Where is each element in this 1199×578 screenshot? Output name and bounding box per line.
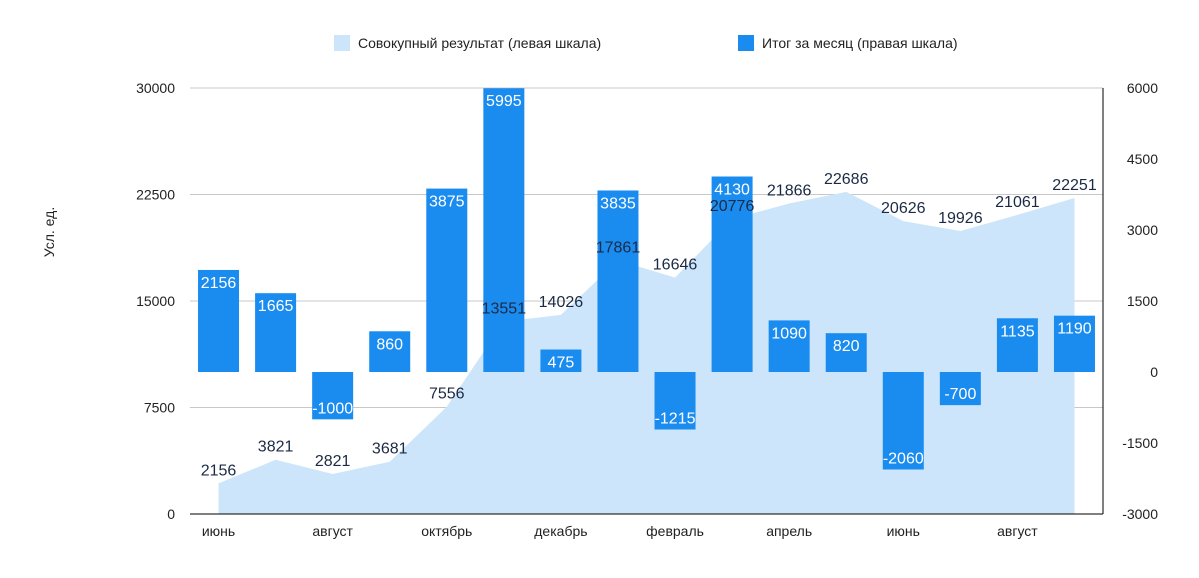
category-label: август [997,523,1038,539]
category-label: октябрь [421,523,472,539]
right-tick-label: -3000 [1122,506,1158,522]
category-label: июнь [202,523,235,539]
cumulative-data-label: 3681 [372,441,408,458]
monthly-bar [825,333,867,372]
legend-swatch-monthly [738,35,754,51]
monthly-bar [369,331,411,372]
monthly-bar [1053,315,1095,372]
monthly-bar [255,293,297,372]
cumulative-data-label: 22686 [824,171,869,188]
cumulative-data-label: 21061 [995,194,1040,211]
left-tick-label: 15000 [136,293,175,309]
category-label: август [312,523,353,539]
category-label: апрель [766,523,812,539]
monthly-bar [939,372,981,406]
cumulative-data-label: 20626 [881,200,926,217]
cumulative-data-label: 2156 [201,462,237,479]
monthly-bar-series [198,88,1095,470]
monthly-bar [768,320,810,372]
monthly-data-label: 5995 [486,93,522,110]
cumulative-data-label: 3821 [258,439,294,456]
cumulative-data-label: 13551 [482,301,527,318]
monthly-data-label: 2156 [201,275,237,292]
y-axis-title: Усл. ед. [41,207,57,257]
category-label: февраль [646,523,704,539]
monthly-bar [996,318,1038,372]
monthly-bar [654,372,696,430]
monthly-data-label: -700 [944,386,976,403]
monthly-bar [882,372,924,470]
monthly-data-label: -2060 [883,451,924,468]
legend-swatch-cumulative [334,35,350,51]
cumulative-data-label: 14026 [539,294,584,311]
right-tick-label: -1500 [1122,435,1158,451]
cumulative-data-labels: 2156 3821 2821 3681 7556 13551 14026 17861 16646… [201,171,1097,480]
monthly-data-label: 1135 [1000,323,1035,340]
monthly-data-label: 860 [376,336,403,353]
monthly-data-label: 3835 [600,195,636,212]
monthly-data-label: -1000 [312,400,353,417]
right-tick-label: 3000 [1127,222,1158,238]
cumulative-data-label: 21866 [767,183,812,200]
right-tick-label: 0 [1150,364,1158,380]
cumulative-data-label: 16646 [653,257,698,274]
monthly-data-label: 820 [833,338,860,355]
monthly-bar [540,349,582,372]
axes: 0 7500 15000 22500 30000 -3000 -1500 0 1500 3000 4… [136,80,1158,539]
cumulative-data-label: 22251 [1052,177,1097,194]
monthly-data-label: 1190 [1057,321,1092,338]
monthly-bar [426,188,468,372]
cumulative-area-series [218,191,1075,514]
legend-label-monthly: Итог за месяц (правая шкала) [762,35,958,51]
cumulative-data-label: 20776 [710,198,755,215]
cumulative-data-label: 19926 [938,210,983,227]
monthly-data-label: 475 [548,355,575,372]
right-tick-label: 4500 [1127,151,1158,167]
right-tick-label: 1500 [1127,293,1158,309]
left-tick-label: 30000 [136,80,175,96]
monthly-data-label: -1215 [655,411,696,428]
cumulative-data-label: 7556 [429,386,465,403]
cumulative-data-label: 2821 [315,453,351,470]
cumulative-area [218,191,1075,514]
legend: Совокупный результат (левая шкала) Итог … [334,35,958,51]
monthly-bar [711,176,753,372]
monthly-data-labels: 2156 1665 -1000 860 3875 5995 475 3835 -1215 4130… [201,93,1092,467]
monthly-data-label: 4130 [714,182,750,199]
left-tick-label: 7500 [144,400,175,416]
monthly-bar [597,190,639,372]
left-tick-label: 0 [167,506,175,522]
left-tick-label: 22500 [136,187,175,203]
category-label: июнь [887,523,920,539]
monthly-bar [312,372,354,420]
category-label: декабрь [534,523,587,539]
monthly-data-label: 3875 [429,194,465,211]
monthly-data-label: 1090 [771,325,807,342]
monthly-data-label: 1665 [258,298,294,315]
monthly-bar [483,88,525,372]
right-tick-label: 6000 [1127,80,1158,96]
cumulative-data-label: 17861 [596,239,641,256]
legend-label-cumulative: Совокупный результат (левая шкала) [358,35,601,51]
monthly-bar [198,269,240,372]
